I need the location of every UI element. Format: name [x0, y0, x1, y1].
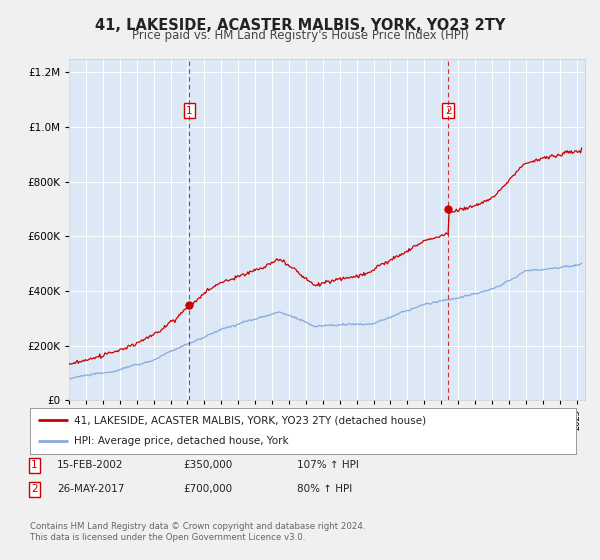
Text: 1: 1 [31, 460, 38, 470]
Text: 41, LAKESIDE, ACASTER MALBIS, YORK, YO23 2TY: 41, LAKESIDE, ACASTER MALBIS, YORK, YO23… [95, 18, 505, 33]
Text: £700,000: £700,000 [183, 484, 232, 494]
Text: This data is licensed under the Open Government Licence v3.0.: This data is licensed under the Open Gov… [30, 533, 305, 542]
Text: £350,000: £350,000 [183, 460, 232, 470]
Text: Price paid vs. HM Land Registry's House Price Index (HPI): Price paid vs. HM Land Registry's House … [131, 29, 469, 42]
Text: 2: 2 [31, 484, 38, 494]
Text: 41, LAKESIDE, ACASTER MALBIS, YORK, YO23 2TY (detached house): 41, LAKESIDE, ACASTER MALBIS, YORK, YO23… [74, 415, 426, 425]
Text: 107% ↑ HPI: 107% ↑ HPI [297, 460, 359, 470]
Text: Contains HM Land Registry data © Crown copyright and database right 2024.: Contains HM Land Registry data © Crown c… [30, 522, 365, 531]
Text: 2: 2 [445, 106, 452, 116]
Text: 1: 1 [186, 106, 193, 116]
Text: 15-FEB-2002: 15-FEB-2002 [57, 460, 124, 470]
Text: 80% ↑ HPI: 80% ↑ HPI [297, 484, 352, 494]
Text: HPI: Average price, detached house, York: HPI: Average price, detached house, York [74, 436, 289, 446]
Text: 26-MAY-2017: 26-MAY-2017 [57, 484, 124, 494]
